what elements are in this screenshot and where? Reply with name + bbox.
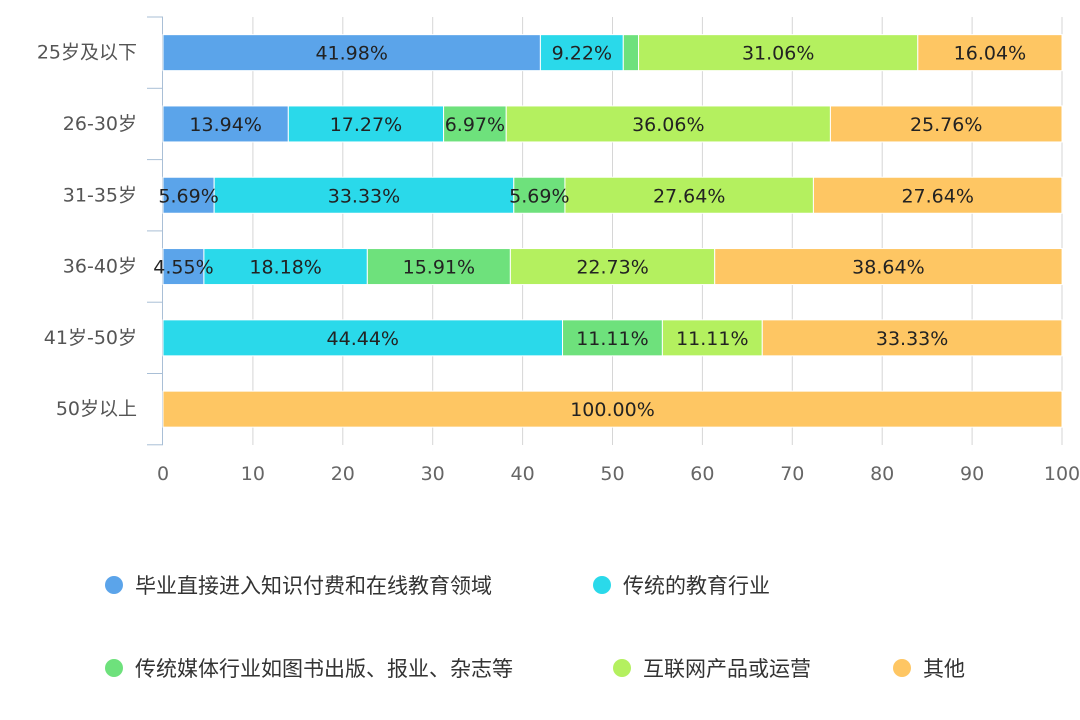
y-tick-label: 26-30岁	[63, 113, 137, 135]
legend-marker-icon	[105, 659, 123, 677]
bar-segment	[287, 105, 445, 143]
data-label: 25.76%	[910, 114, 982, 136]
x-tick-label: 80	[870, 463, 894, 485]
bar-segment	[162, 176, 215, 214]
data-label: 11.11%	[676, 328, 748, 350]
legend-label: 互联网产品或运营	[643, 657, 811, 681]
plot-area: 25岁及以下 26-30岁 31-35岁 36-40岁 41岁-50岁 50岁以上 41.9…	[37, 16, 1080, 485]
data-label: 22.73%	[576, 257, 648, 279]
x-tick-label: 70	[780, 463, 804, 485]
bar-segment	[162, 319, 564, 357]
x-tick-label: 30	[421, 463, 445, 485]
x-tick-label: 20	[331, 463, 355, 485]
x-tick-label: 90	[960, 463, 984, 485]
data-label: 33.33%	[876, 328, 948, 350]
data-label: 5.69%	[158, 185, 218, 207]
y-tick-label: 31-35岁	[63, 184, 137, 206]
x-tick-label: 0	[157, 463, 169, 485]
bar-segment	[162, 390, 1063, 428]
data-label: 38.64%	[852, 257, 924, 279]
legend-label: 传统媒体行业如图书出版、报业、杂志等	[135, 657, 513, 681]
bar-segment	[203, 248, 368, 286]
bar-segment	[714, 248, 1063, 286]
bar-segment	[917, 34, 1063, 72]
legend-item-traditional-education[interactable]: 传统的教育行业	[593, 565, 770, 605]
data-label: 5.69%	[509, 185, 569, 207]
bar-segment	[564, 176, 814, 214]
legend-label: 毕业直接进入知识付费和在线教育领域	[135, 574, 492, 598]
bar-segment	[162, 248, 205, 286]
y-tick-label: 50岁以上	[56, 398, 137, 420]
legend-row-1: 毕业直接进入知识付费和在线教育领域 传统的教育行业	[0, 565, 1080, 605]
legend-marker-icon	[105, 576, 123, 594]
data-label: 17.27%	[330, 114, 402, 136]
data-label: 11.11%	[576, 328, 648, 350]
data-label: 44.44%	[327, 328, 399, 350]
data-label: 16.04%	[954, 43, 1026, 65]
legend-item-online-education[interactable]: 毕业直接进入知识付费和在线教育领域	[105, 565, 492, 605]
data-label: 27.64%	[901, 185, 973, 207]
y-tick-label: 41岁-50岁	[44, 327, 137, 349]
data-label: 31.06%	[742, 43, 814, 65]
bar-segment	[638, 34, 919, 72]
x-tick-label: 40	[511, 463, 535, 485]
bar-segment	[162, 34, 541, 72]
data-label: 27.64%	[653, 185, 725, 207]
bar-segment	[366, 248, 511, 286]
data-label: 9.22%	[552, 43, 612, 65]
data-label: 15.91%	[403, 257, 475, 279]
data-label: 33.33%	[328, 185, 400, 207]
bar-segment	[539, 34, 624, 72]
bar-segment	[812, 176, 1063, 214]
x-tick-label: 100	[1044, 463, 1080, 485]
x-tick-label: 10	[241, 463, 265, 485]
data-label: 4.55%	[153, 257, 213, 279]
data-label: 13.94%	[189, 114, 261, 136]
legend-item-traditional-media[interactable]: 传统媒体行业如图书出版、报业、杂志等	[105, 648, 513, 688]
x-tick-label: 50	[600, 463, 624, 485]
bar-segment	[622, 34, 640, 72]
data-label: 41.98%	[315, 43, 387, 65]
legend-marker-icon	[893, 659, 911, 677]
bar-segment	[761, 319, 1063, 357]
bar-segment	[829, 105, 1063, 143]
legend-marker-icon	[613, 659, 631, 677]
data-label: 6.97%	[445, 114, 505, 136]
bar-segment	[509, 248, 716, 286]
data-label: 18.18%	[249, 257, 321, 279]
y-tick-label: 36-40岁	[63, 256, 137, 278]
data-label: 100.00%	[570, 399, 655, 421]
legend-item-other[interactable]: 其他	[893, 648, 965, 688]
bar-segment	[513, 176, 566, 214]
bar-segment	[661, 319, 763, 357]
data-label: 36.06%	[632, 114, 704, 136]
legend-label: 传统的教育行业	[623, 574, 770, 598]
bar-segment	[562, 319, 663, 357]
legend-row-2: 传统媒体行业如图书出版、报业、杂志等 互联网产品或运营 其他	[0, 648, 1080, 688]
bar-segment	[505, 105, 831, 143]
legend-marker-icon	[593, 576, 611, 594]
x-tick-label: 60	[690, 463, 714, 485]
legend-item-internet-product[interactable]: 互联网产品或运营	[613, 648, 811, 688]
legend-label: 其他	[923, 657, 965, 681]
y-tick-label: 25岁及以下	[37, 42, 137, 64]
